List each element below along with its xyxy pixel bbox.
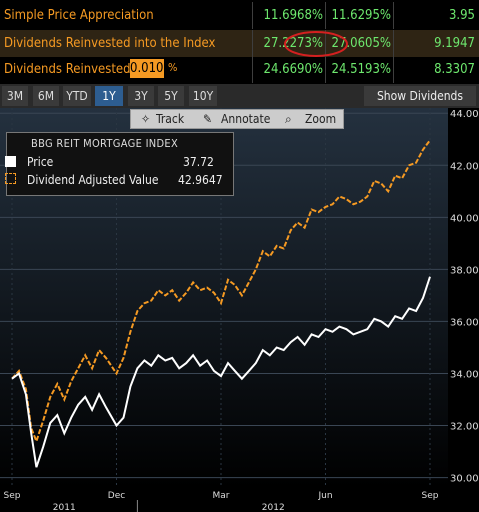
y-tick-label: 34.00 <box>450 369 479 380</box>
x-tick-label: Mar <box>213 491 230 501</box>
period-10y-button[interactable]: 10Y <box>189 86 217 106</box>
track-icon: ✧ <box>141 112 151 126</box>
legend-price-label: Price <box>27 155 54 169</box>
legend-price-value: 37.72 <box>183 155 214 169</box>
y-tick-label: 30.00 <box>450 474 479 485</box>
row-value-3: 8.3307 <box>434 62 475 77</box>
x-tick-label: Sep <box>422 491 439 501</box>
row-label: Simple Price Appreciation <box>4 8 154 23</box>
year-label: 2011 <box>53 503 76 512</box>
row-dividends-at-rate: Dividends Reinvested at 24.6690% 24.5193… <box>0 56 479 83</box>
x-tick-label: Jun <box>317 491 332 501</box>
year-label: 2012 <box>262 503 285 512</box>
series-line-dividend <box>11 139 431 445</box>
chart-tools-bar: ✧ Track ✎ Annotate ⌕ Zoom <box>130 109 344 129</box>
row-value-3: 3.95 <box>448 8 475 23</box>
y-tick-label: 36.00 <box>450 317 479 328</box>
row-label: Dividends Reinvested at <box>4 62 146 77</box>
y-tick-label: 38.00 <box>450 265 479 276</box>
y-tick-label: 44.00 <box>450 109 479 120</box>
period-1y-button[interactable]: 1Y <box>95 86 123 106</box>
show-dividends-button[interactable]: Show Dividends <box>364 86 476 106</box>
y-tick-label: 32.00 <box>450 422 479 433</box>
row-value-1: 27.2273% <box>263 36 323 51</box>
track-button[interactable]: Track <box>156 112 185 126</box>
x-tick-label: Sep <box>4 491 21 501</box>
row-value-2: 24.5193% <box>331 62 391 77</box>
row-label: Dividends Reinvested into the Index <box>4 36 216 51</box>
highlight-ellipse <box>284 31 348 57</box>
row-value-3: 9.1947 <box>434 36 475 51</box>
y-tick-label: 42.00 <box>450 161 479 172</box>
rate-unit: % <box>168 61 178 74</box>
period-3y-button[interactable]: 3Y <box>128 86 154 106</box>
period-6m-button[interactable]: 6M <box>33 86 59 106</box>
row-value-1: 11.6968% <box>263 8 323 23</box>
legend-price-swatch <box>5 156 16 167</box>
row-simple-price: Simple Price Appreciation 11.6968% 11.62… <box>0 2 479 29</box>
legend-dividend-value: 42.9647 <box>178 173 223 187</box>
legend-box: BBG REIT MORTGAGE INDEX Price 37.72 Divi… <box>6 132 234 196</box>
legend-title: BBG REIT MORTGAGE INDEX <box>31 137 179 150</box>
zoom-icon: ⌕ <box>285 112 292 126</box>
row-value-1: 24.6690% <box>263 62 323 77</box>
row-dividends-reinvested: Dividends Reinvested into the Index 27.2… <box>0 30 479 57</box>
period-ytd-button[interactable]: YTD <box>63 86 91 106</box>
row-value-2: 11.6295% <box>331 8 391 23</box>
annotate-icon: ✎ <box>203 112 213 126</box>
y-tick-label: 40.00 <box>450 213 479 224</box>
period-5y-button[interactable]: 5Y <box>158 86 184 106</box>
legend-dividend-label: Dividend Adjusted Value <box>27 173 159 187</box>
legend-dividend-swatch <box>5 173 16 184</box>
series-line-price <box>11 276 431 468</box>
zoom-button[interactable]: Zoom <box>305 112 337 126</box>
period-3m-button[interactable]: 3M <box>2 86 28 106</box>
annotate-button[interactable]: Annotate <box>221 112 271 126</box>
rate-input[interactable]: 0.0102 <box>130 59 171 78</box>
x-tick-label: Dec <box>108 491 125 501</box>
period-toolbar: 3M 6M YTD 1Y 3Y 5Y 10Y Show Dividends <box>0 84 479 108</box>
